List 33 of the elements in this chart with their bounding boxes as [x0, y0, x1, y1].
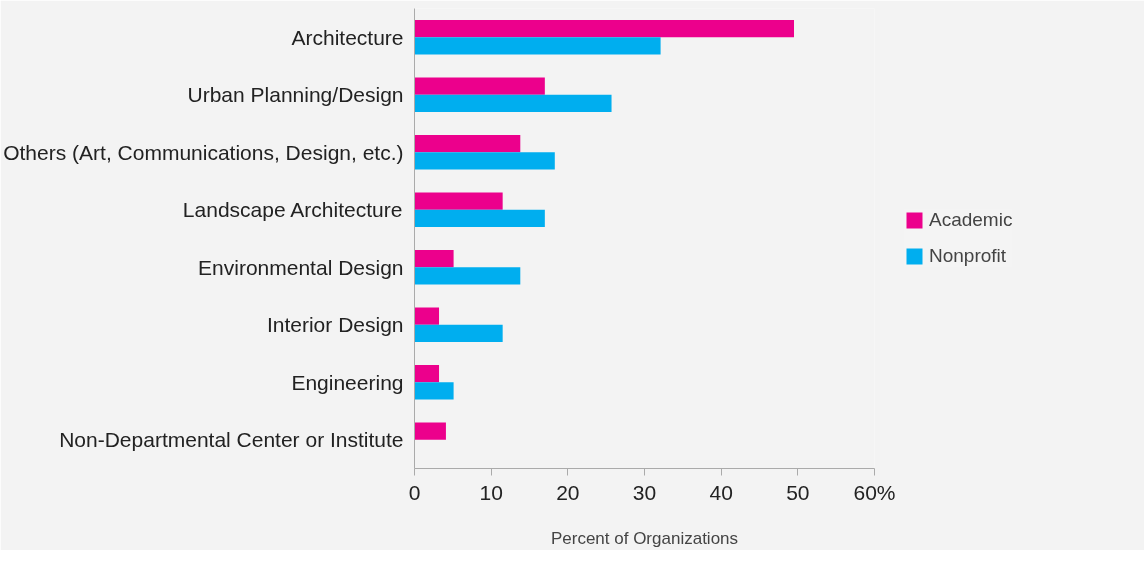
bar — [414, 135, 521, 153]
x-tick-label: 0 — [408, 480, 421, 504]
bar — [414, 20, 794, 38]
y-tick-label: Others (Art, Communications, Design, etc.) — [3, 140, 404, 164]
x-tick-label: 30 — [632, 480, 657, 504]
legend-label: Nonprofit — [929, 245, 1007, 267]
bar — [414, 324, 503, 342]
y-tick-label: Interior Design — [266, 313, 404, 337]
bar — [414, 152, 555, 170]
x-axis-title: Percent of Organizations — [550, 528, 739, 548]
x-tick-label: 10 — [479, 480, 503, 504]
bar — [414, 307, 440, 325]
bar — [414, 192, 503, 210]
x-tick-label: 60% — [853, 480, 896, 504]
bar — [414, 209, 545, 227]
y-tick-label: Engineering — [291, 370, 404, 394]
bar — [414, 37, 661, 55]
bar — [414, 267, 521, 285]
y-tick-label: Architecture — [291, 25, 404, 49]
x-tick-label: 40 — [709, 480, 733, 504]
y-tick-label: Landscape Architecture — [182, 198, 403, 222]
bar — [414, 94, 612, 112]
bar — [414, 382, 454, 400]
x-tick-label: 20 — [556, 480, 580, 504]
y-tick-label: Environmental Design — [198, 255, 404, 279]
legend-label: Academic — [929, 209, 1013, 231]
x-tick-label: 50 — [786, 480, 810, 504]
y-tick-label: Non-Departmental Center or Institute — [59, 428, 404, 452]
bar — [414, 250, 454, 268]
bar — [414, 77, 545, 95]
y-tick-label: Urban Planning/Design — [187, 83, 404, 107]
bar — [414, 365, 440, 383]
bar — [414, 422, 446, 440]
